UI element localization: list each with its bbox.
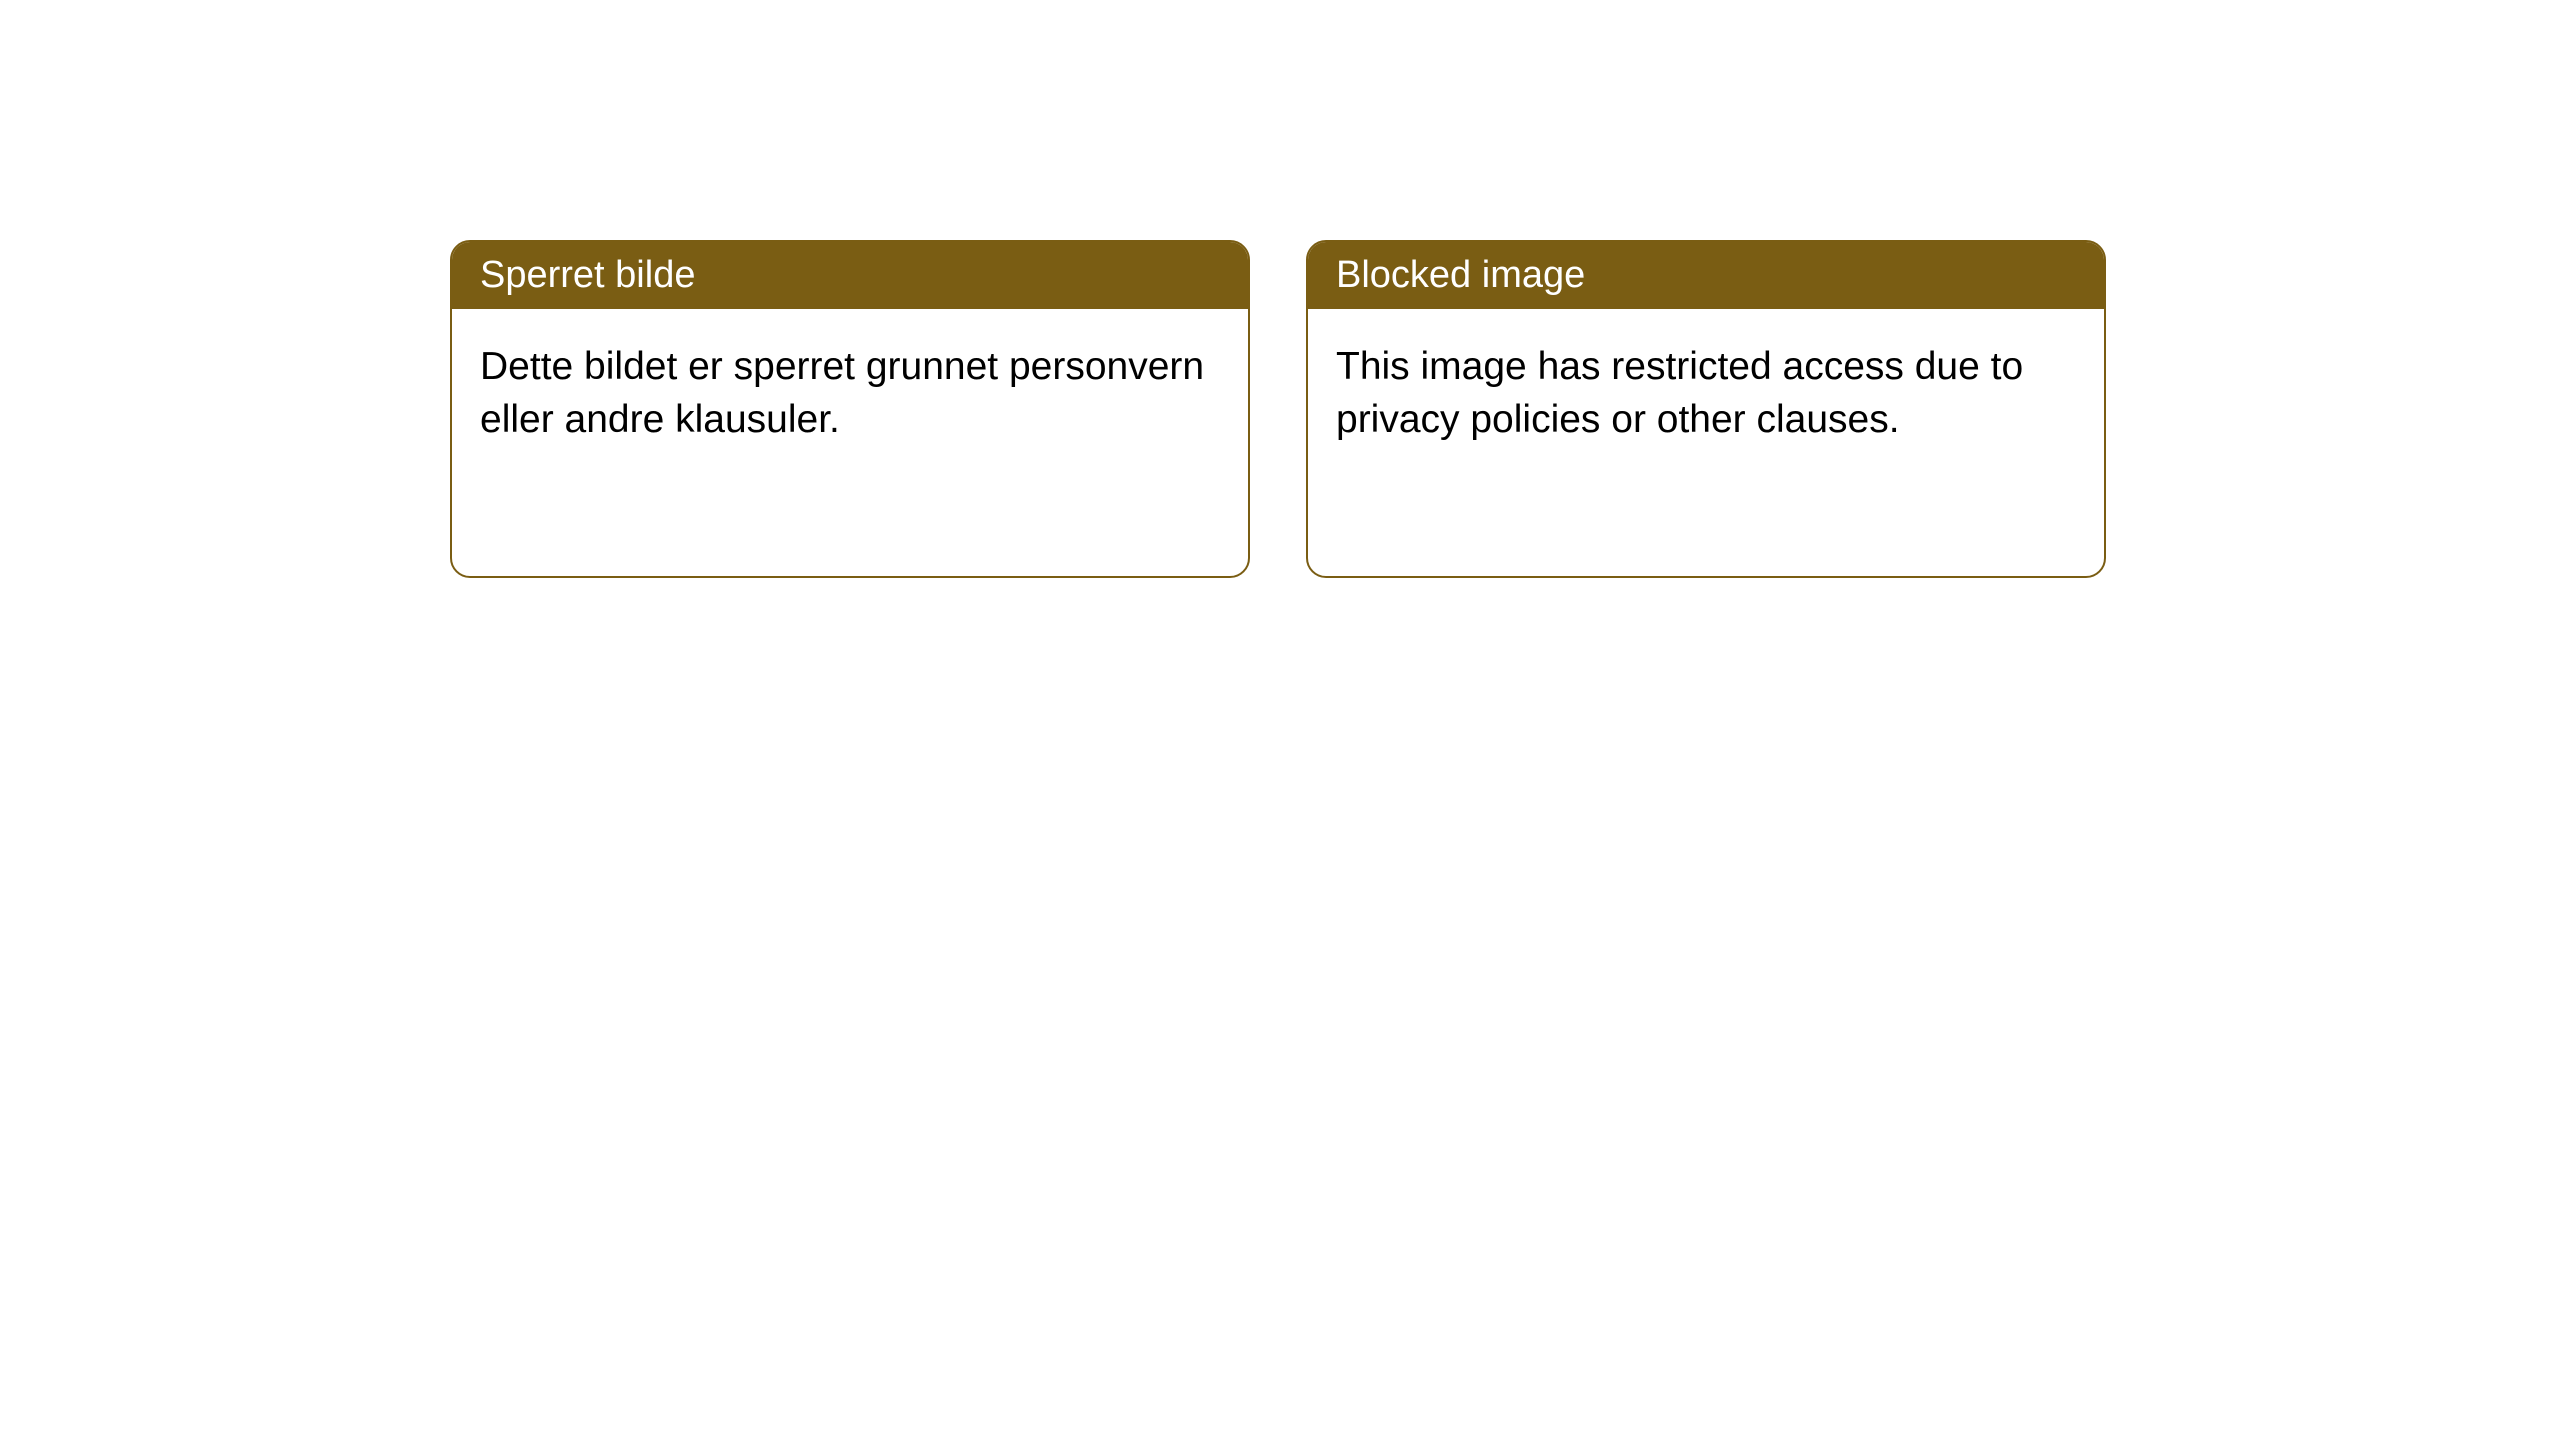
- notice-container: Sperret bilde Dette bildet er sperret gr…: [450, 240, 2106, 578]
- card-header: Blocked image: [1308, 242, 2104, 309]
- card-header-title: Sperret bilde: [480, 254, 695, 296]
- card-header-title: Blocked image: [1336, 254, 1585, 296]
- card-body-text: This image has restricted access due to …: [1336, 345, 2023, 441]
- notice-card-norwegian: Sperret bilde Dette bildet er sperret gr…: [450, 240, 1250, 578]
- card-body: This image has restricted access due to …: [1308, 309, 2104, 478]
- notice-card-english: Blocked image This image has restricted …: [1306, 240, 2106, 578]
- card-header: Sperret bilde: [452, 242, 1248, 309]
- card-body: Dette bildet er sperret grunnet personve…: [452, 309, 1248, 478]
- card-body-text: Dette bildet er sperret grunnet personve…: [480, 345, 1204, 441]
